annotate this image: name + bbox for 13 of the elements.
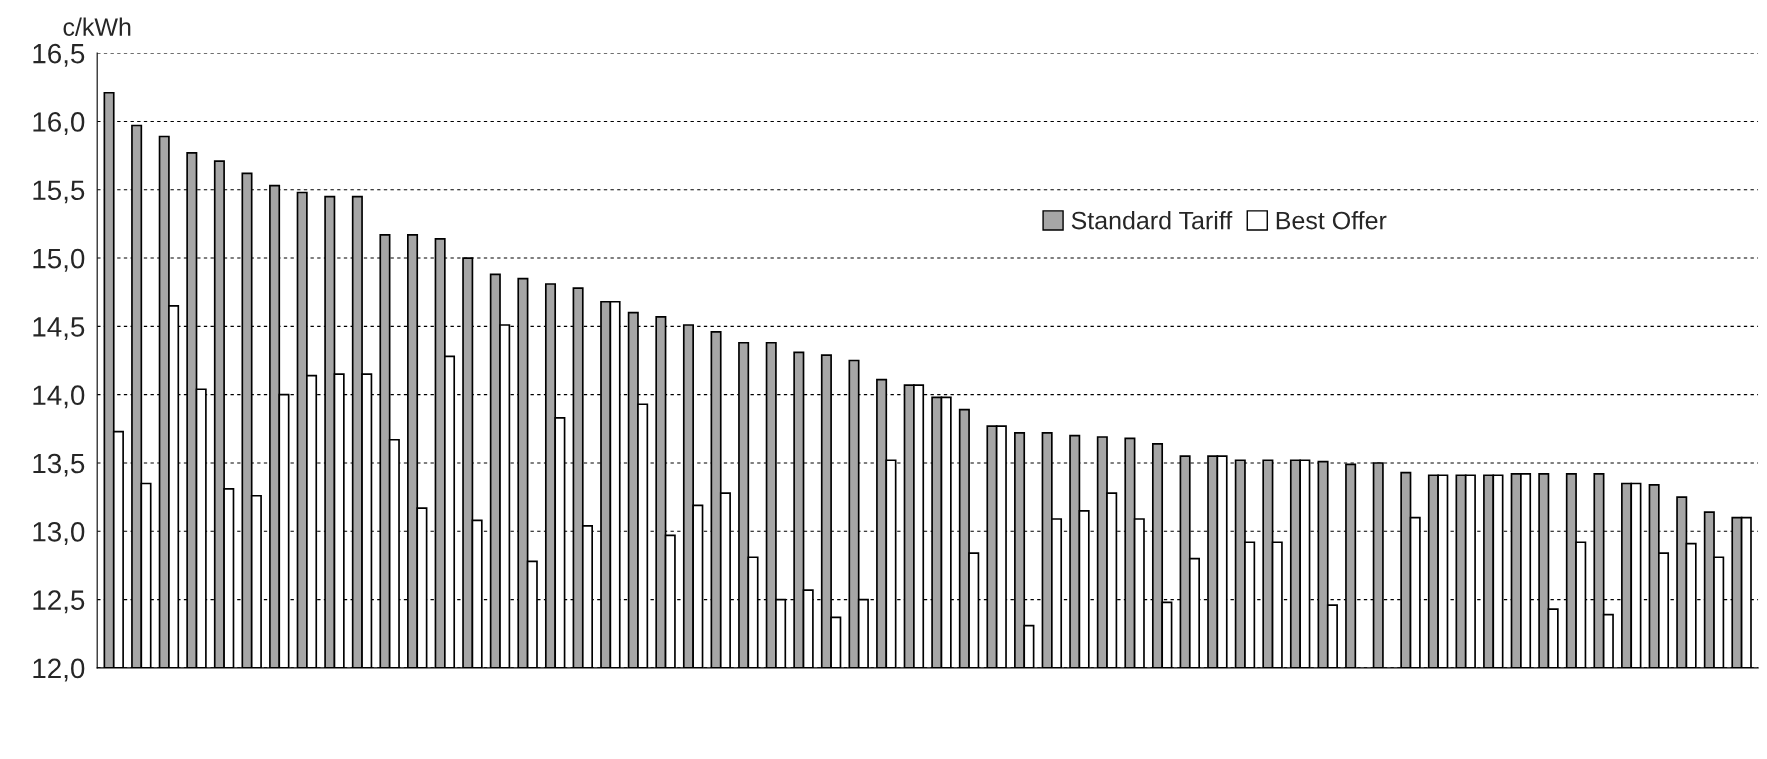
y-tick-label: 13,5: [33, 453, 85, 477]
y-tick-label: 16,0: [33, 112, 85, 136]
y-tick-label: 15,5: [33, 180, 85, 204]
y-tick-label: 15,0: [33, 248, 85, 272]
y-tick-label: 12,5: [33, 590, 85, 614]
legend-label: Standard Tariff: [1071, 211, 1233, 230]
y-tick-label: 14,5: [33, 317, 85, 340]
y-tick-label: 14,0: [33, 385, 85, 409]
legend-label: Best Offer: [1276, 211, 1387, 230]
y-axis-title: c/kWh: [63, 17, 131, 36]
y-tick-label: 12,0: [33, 658, 85, 682]
y-tick-label: 16,5: [33, 43, 85, 67]
y-tick-label: 13,0: [33, 521, 85, 545]
